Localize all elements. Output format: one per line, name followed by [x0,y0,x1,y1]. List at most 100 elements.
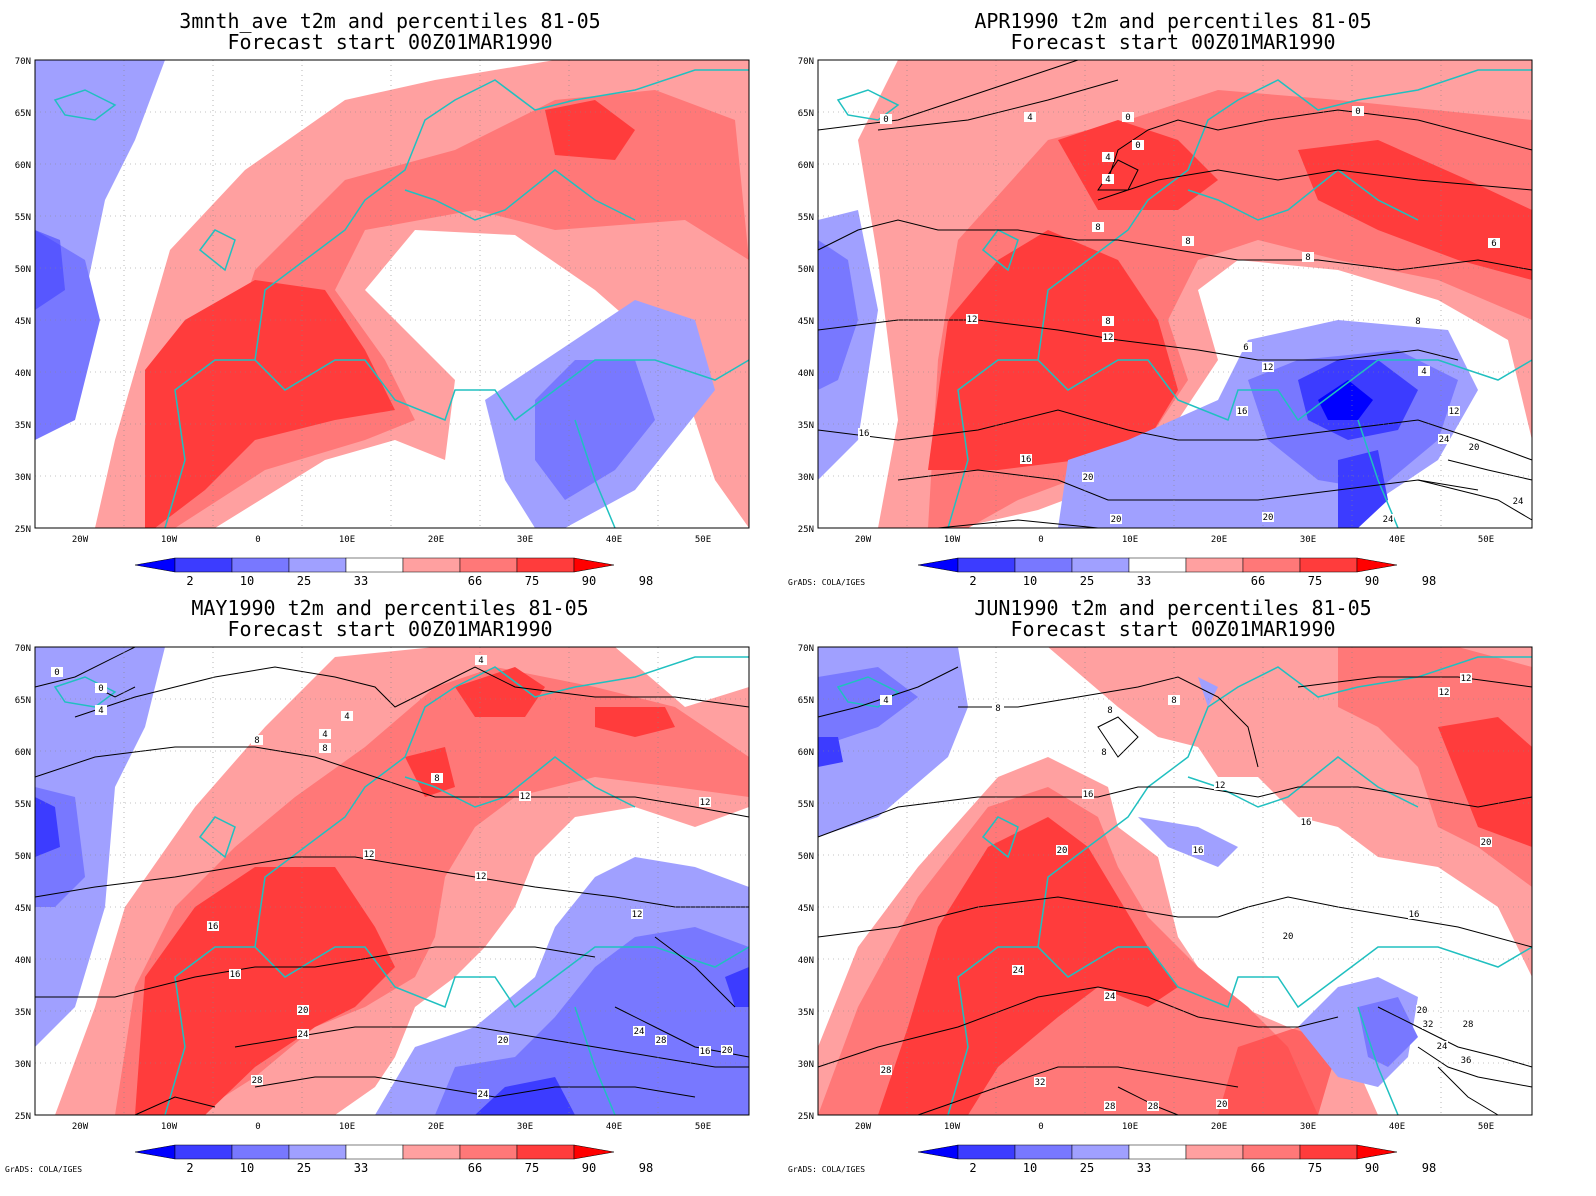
lat-label: 60N [798,161,814,171]
map-frame: 4 8 8 8 12 8 12 12 16 16 16 20 16 20 20 24 20 24 28 32 28 24 3… [817,646,1533,1116]
contour-label-bg [297,1029,309,1039]
contour-label-bg [95,705,107,715]
contour-label: 20 [1083,473,1094,483]
contour-label: 24 [1437,1042,1448,1052]
lat-label: 55N [15,800,31,810]
lat-axis-labels: 70N 65N 60N 55N 50N 45N 40N 35N 30N 25N [798,644,814,1122]
contour-label: 16 [1083,790,1094,800]
contour-label-bg [1300,817,1312,827]
contour-label: 28 [881,1066,892,1076]
panel-title-line2: Forecast start 00Z01MAR1990 [1010,30,1335,54]
legend-swatch [1299,1144,1358,1160]
legend-swatch [1242,557,1301,573]
lat-label: 65N [15,109,31,119]
legend-label: 33 [354,574,368,588]
legend-label: 66 [468,574,482,588]
contour-label: 16 [1409,910,1420,920]
legend-swatch [1185,557,1244,573]
map-frame: 0 0 4 4 4 8 4 8 8 12 12 12 12 12 16 16 20 20 24 24 28 16 20 28 2… [34,646,750,1116]
contour-label-bg [319,729,331,739]
lon-label: 20E [428,535,444,545]
contour-label-bg [519,791,531,801]
lon-label: 40E [606,1122,622,1132]
contour-label-bg [1168,695,1180,705]
contour-labels: 0 0 4 4 4 8 4 8 8 12 12 12 12 12 16 16 20 20 24 24 28 16 20 28 2… [51,655,733,1100]
contour-label-bg [1034,1077,1046,1087]
lat-label: 60N [15,161,31,171]
contour-label: 28 [1105,1102,1116,1112]
contour-label-bg [1024,112,1036,122]
legend-label: 10 [240,1161,254,1175]
contour-label: 8 [1107,706,1112,716]
legend-label: 90 [582,1161,596,1175]
contour-label-bg [880,1065,892,1075]
legend-swatch [174,557,233,573]
lon-axis-labels: 20W 10W 0 10E 20E 30E 40E 50E [855,1122,1494,1132]
lat-label: 25N [798,1112,814,1122]
contour-label-bg [1418,366,1430,376]
lon-axis-labels: 20W 10W 0 10E 20E 30E 40E 50E [72,1122,711,1132]
legend-swatch [1128,557,1187,573]
lon-label: 0 [255,1122,260,1132]
legend-swatch [345,1144,404,1160]
contour-label: 12 [967,315,978,325]
contour-label-bg [1056,845,1068,855]
contour-label-bg [1488,238,1500,248]
legend-swatch [345,557,404,573]
contour-label-bg [1480,837,1492,847]
contour-label: 8 [322,744,327,754]
contour-label-bg [477,1089,489,1099]
contour-label: 20 [1283,932,1294,942]
legend-swatch [1299,557,1358,573]
contour-label-bg [251,1075,263,1085]
contour-label: 28 [252,1076,263,1086]
contour-label-bg [251,735,263,745]
contour-label: 20 [498,1036,509,1046]
contour-label: 32 [1423,1020,1434,1030]
map-svg: 3mnth_ave t2m and percentiles 81-05 Fore… [15,9,750,588]
contour-label: 4 [1105,175,1110,185]
legend-swatch [1014,1144,1073,1160]
contour-label: 12 [364,850,375,860]
lon-label: 10E [339,535,355,545]
contour-label-bg [297,1005,309,1015]
legend-swatch [402,1144,461,1160]
contour-label: 28 [1148,1102,1159,1112]
legend-arrow-low [134,557,176,573]
lat-label: 30N [798,473,814,483]
contour-label: 6 [1491,239,1496,249]
legend-swatch [1128,1144,1187,1160]
contour-label: 24 [1439,435,1450,445]
contour-label-bg [1102,332,1114,342]
contour-label: 8 [1095,223,1100,233]
contour-label: 28 [656,1036,667,1046]
map-svg: APR1990 t2m and percentiles 81-05 Foreca… [788,9,1533,588]
legend-swatch [231,1144,290,1160]
contour-label-bg [1182,236,1194,246]
lat-axis-labels: 70N 65N 60N 55N 50N 45N 40N 35N 30N 25N [798,57,814,535]
lat-label: 60N [798,748,814,758]
contour-label-bg [1382,514,1394,524]
contour-label-bg [207,921,219,931]
legend-arrow-low [917,557,959,573]
grads-credit: GrADS: COLA/IGES [788,1165,865,1174]
legend-label: 75 [525,1161,539,1175]
lat-label: 30N [798,1060,814,1070]
lat-label: 30N [15,1060,31,1070]
contour-label: 24 [634,1027,645,1037]
legend-arrow-high [1356,557,1398,573]
contour-label-bg [431,773,443,783]
lon-label: 10W [944,535,961,545]
contour-layer [34,646,750,1116]
grid-layer [818,647,1532,1115]
contour-label: 0 [1125,113,1130,123]
lat-label: 55N [15,213,31,223]
lat-label: 45N [798,317,814,327]
contour-label: 12 [1449,407,1460,417]
contour-labels: 0 0 4 0 4 4 0 8 8 8 6 12 8 12 6 12 8 4 16 16 12 16 20 20 20 24 24 2… [858,106,1524,525]
contour-label-bg [497,1035,509,1045]
legend-label: 33 [354,1161,368,1175]
contour-label-bg [699,797,711,807]
contour-label: 4 [883,696,888,706]
legend-label: 90 [1365,574,1379,588]
